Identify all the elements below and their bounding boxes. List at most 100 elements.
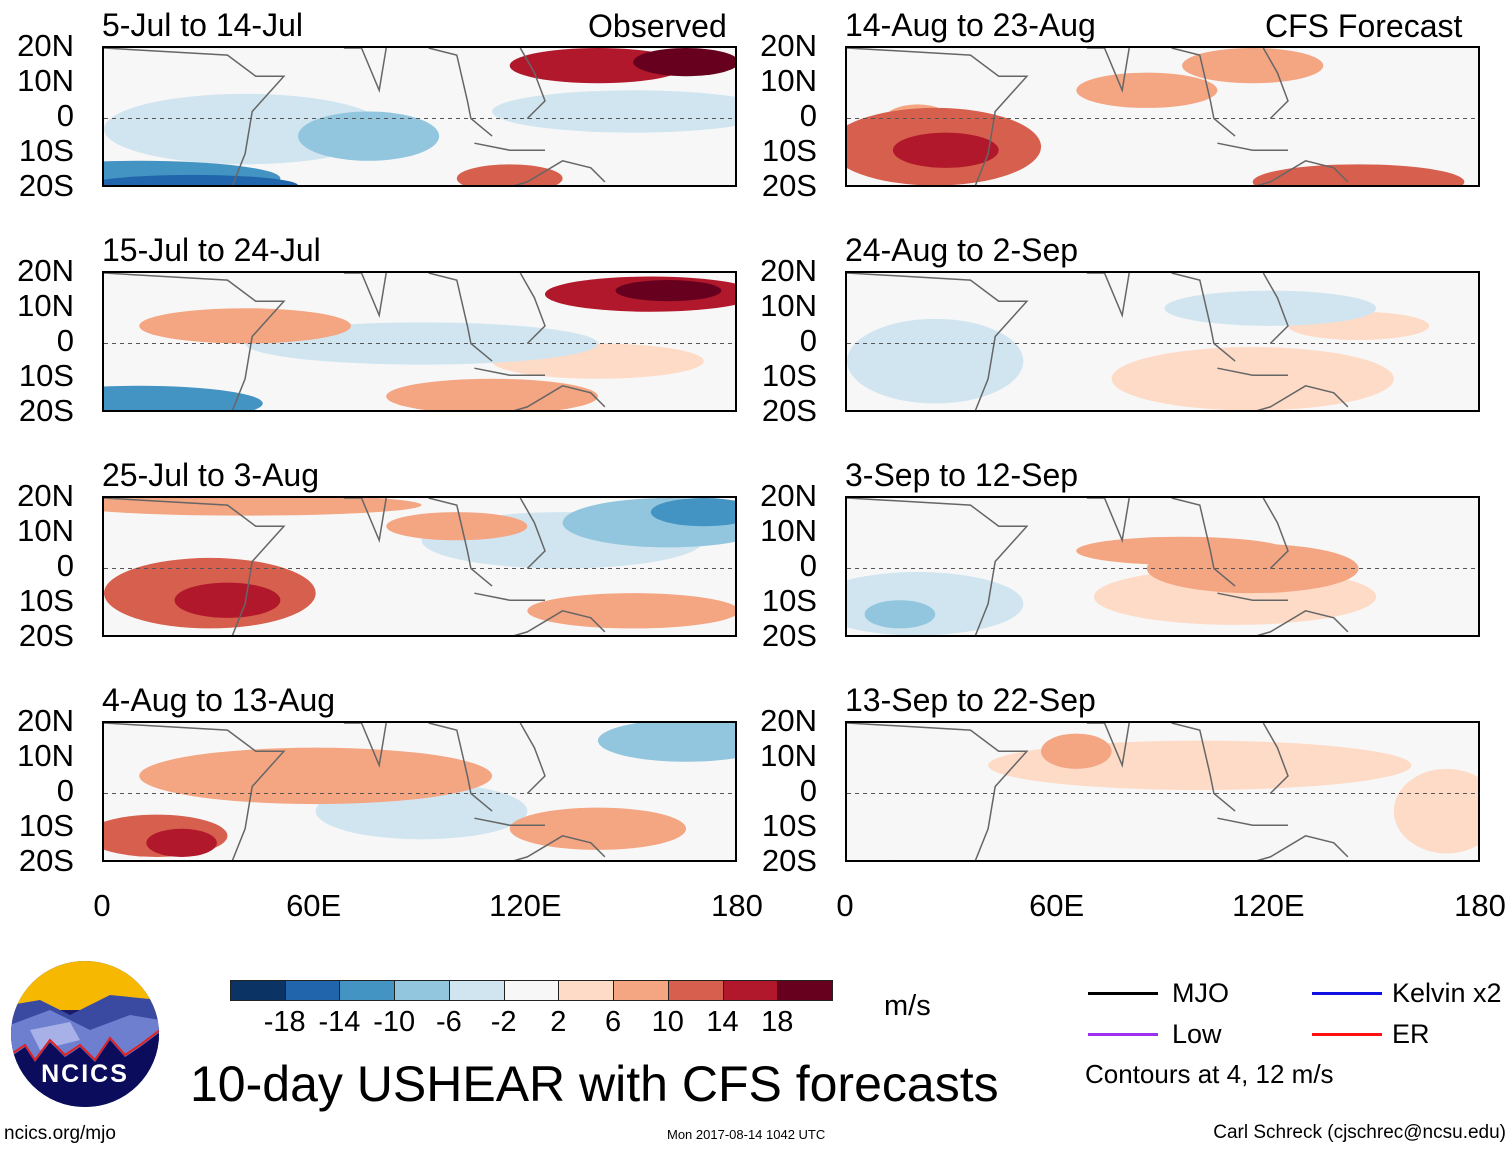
shear-anomaly-region (492, 90, 735, 133)
figure-title: 10-day USHEAR with CFS forecasts (190, 1056, 999, 1112)
y-tick-label: 10S (18, 583, 74, 618)
coastline (1217, 367, 1288, 376)
colorbar-label: -14 (318, 1006, 361, 1038)
y-tick-label: 10S (761, 808, 817, 843)
panel-title: 14-Aug to 23-Aug (845, 7, 1096, 43)
coastline (1262, 273, 1289, 345)
y-tick-label: 0 (799, 323, 817, 358)
ncics-logo[interactable]: NCICS (10, 960, 160, 1108)
y-tick-label: 0 (799, 98, 817, 133)
shear-anomaly-region (456, 164, 563, 185)
shear-anomaly-region (1393, 768, 1478, 854)
coastline (513, 384, 606, 410)
panel-title: 24-Aug to 2-Sep (845, 232, 1079, 268)
y-tick-label: 20S (761, 393, 817, 428)
map-panel (845, 721, 1480, 862)
shear-anomaly-region (1076, 72, 1218, 108)
legend-kelvin-line (1312, 992, 1382, 995)
colorbar-swatch (722, 980, 779, 1001)
coastline (428, 48, 493, 137)
y-tick-label: 10N (760, 63, 817, 98)
x-tick-label: 60E (286, 888, 342, 923)
colorbar-swatch (558, 980, 615, 1001)
legend-low-label: Low (1172, 1019, 1222, 1049)
y-tick-label: 20S (761, 618, 817, 653)
shear-anomaly-region (298, 111, 440, 161)
contour-note: Contours at 4, 12 m/s (1085, 1059, 1334, 1089)
colorbar-label: 18 (761, 1006, 794, 1038)
y-tick-label: 10S (18, 358, 74, 393)
coastline (104, 273, 286, 410)
colorbar-label: 14 (706, 1006, 739, 1038)
coastline (519, 48, 546, 120)
coastline (343, 723, 387, 768)
coastline (1171, 498, 1236, 587)
shear-anomaly-region (847, 572, 1024, 635)
shear-anomaly-region (146, 828, 217, 857)
shear-anomaly-region (386, 378, 598, 410)
author-credit: Carl Schreck (cjschrec@ncsu.edu) (1213, 1122, 1506, 1143)
y-tick-label: 0 (56, 323, 74, 358)
y-tick-label: 20S (761, 843, 817, 878)
y-tick-label: 10N (760, 288, 817, 323)
coastline (474, 817, 545, 826)
shear-anomaly-region (1182, 48, 1324, 84)
shear-anomaly-region (1252, 164, 1465, 185)
colorbar-swatch (503, 980, 560, 1001)
coastline (1217, 592, 1288, 601)
legend-er-line (1312, 1033, 1382, 1036)
x-tick-label: 0 (93, 888, 111, 923)
coastline (1171, 723, 1236, 812)
y-tick-label: 0 (56, 98, 74, 133)
coastline (1217, 142, 1288, 151)
coastline (343, 498, 387, 543)
legend-low-line (1088, 1033, 1158, 1036)
coastline (1171, 273, 1236, 362)
colorbar-label: -10 (373, 1006, 416, 1038)
y-tick-label: 10N (17, 738, 74, 773)
y-tick-label: 20N (17, 253, 74, 288)
legend-er-label: ER (1392, 1019, 1430, 1049)
shear-anomaly-region (615, 280, 722, 302)
coastline (474, 142, 545, 151)
y-tick-label: 20N (760, 478, 817, 513)
coastline (428, 273, 493, 362)
site-link[interactable]: ncics.org/mjo (4, 1123, 116, 1144)
coastline (1256, 159, 1349, 185)
coastline (847, 723, 1029, 860)
coastline (474, 592, 545, 601)
shear-anomaly-region (847, 318, 1024, 404)
legend-mjo-line (1088, 992, 1158, 995)
shear-anomaly-region (1146, 543, 1359, 594)
x-tick-label: 120E (1232, 888, 1305, 923)
colorbar-label: -2 (490, 1006, 517, 1038)
y-tick-label: 20N (760, 703, 817, 738)
y-tick-label: 20N (17, 703, 74, 738)
panel-title: 5-Jul to 14-Jul (102, 7, 303, 43)
coastline (1256, 384, 1349, 410)
shear-anomaly-region (1041, 733, 1112, 769)
forecast-label: CFS Forecast (1265, 8, 1463, 44)
coastline (847, 498, 1029, 635)
coastline (1086, 498, 1130, 543)
shear-anomaly-region (633, 48, 735, 77)
logo-text: NCICS (41, 1060, 129, 1088)
observed-label: Observed (588, 8, 727, 44)
coastline (343, 273, 387, 318)
colorbar-label: 2 (550, 1006, 567, 1038)
coastline (1256, 834, 1349, 860)
coastline (104, 723, 286, 860)
coastline (847, 273, 1029, 410)
coastline (1171, 48, 1236, 137)
shear-anomaly-region (104, 385, 263, 410)
map-panel (845, 46, 1480, 187)
shear-anomaly-region (174, 582, 281, 618)
shear-anomaly-region (1287, 797, 1359, 826)
y-tick-label: 10N (760, 513, 817, 548)
x-tick-label: 60E (1029, 888, 1085, 923)
map-panel (845, 496, 1480, 637)
shear-anomaly-region (456, 747, 669, 783)
coastline (428, 723, 493, 812)
colorbar-label: -6 (436, 1006, 462, 1038)
y-tick-label: 20N (17, 478, 74, 513)
